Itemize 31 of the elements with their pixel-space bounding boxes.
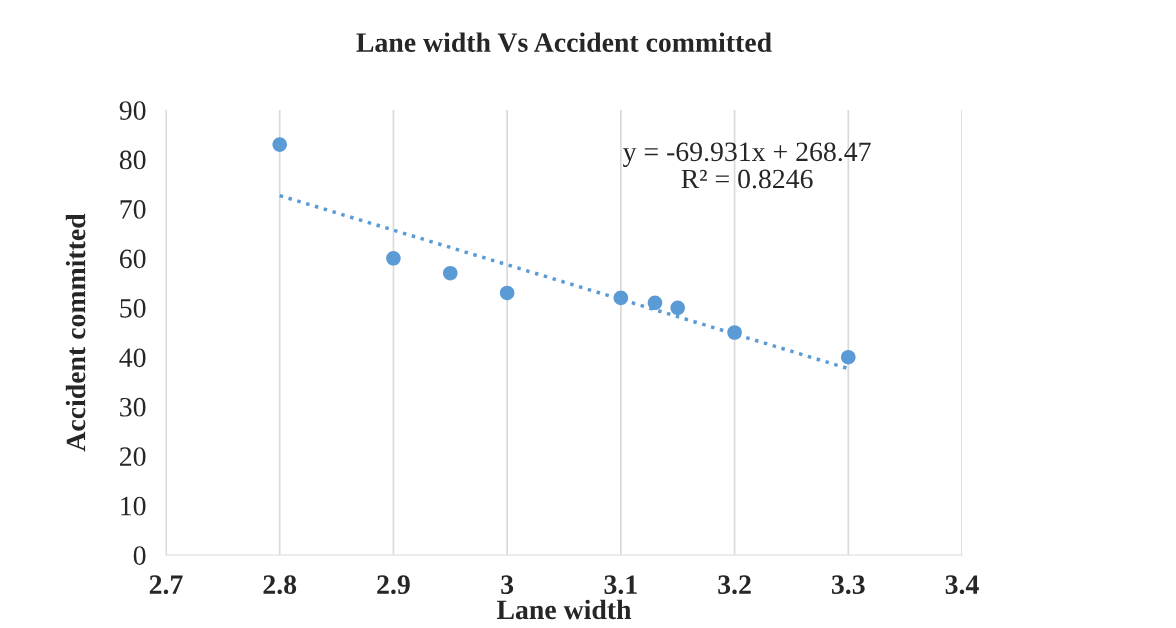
x-tick-label: 3	[501, 575, 514, 594]
x-tick-label: 2.7	[149, 575, 183, 595]
point	[647, 295, 663, 311]
annotation: y = -69.931x + 268.47 R² = 0.8246	[622, 142, 871, 189]
point	[443, 265, 458, 281]
x-tick-label: 3.4	[945, 575, 979, 595]
y-tick-label: 30	[120, 397, 146, 417]
point	[727, 325, 742, 340]
point	[499, 285, 515, 301]
y-tick-label: 40	[119, 348, 146, 368]
point	[841, 349, 856, 365]
x-tick-label: 3.1	[604, 575, 637, 595]
x-tick-label: 2.9	[377, 575, 410, 595]
point	[670, 300, 685, 316]
point	[386, 251, 401, 266]
chart-title: Lane width Vs Accident committed	[356, 32, 772, 53]
y-tick-label: 70	[120, 200, 146, 219]
point	[272, 137, 287, 152]
y-tick-label: 10	[121, 496, 146, 516]
x-tick-label: 3.3	[831, 575, 865, 595]
x-tick-label: 3.2	[718, 575, 751, 595]
y-tick-label: 60	[119, 249, 146, 269]
y-tick-label: 20	[120, 447, 146, 467]
x-axis-title: Lane width	[496, 599, 632, 620]
y-tick-label: 0	[133, 546, 146, 565]
x-tick-label: 2.8	[263, 575, 297, 595]
point	[613, 290, 629, 306]
y-axis-title: Accident committed	[65, 213, 86, 452]
y-tick-label: 50	[120, 298, 146, 318]
y-tick-label: 80	[119, 150, 146, 170]
y-tick-label: 90	[119, 101, 146, 120]
